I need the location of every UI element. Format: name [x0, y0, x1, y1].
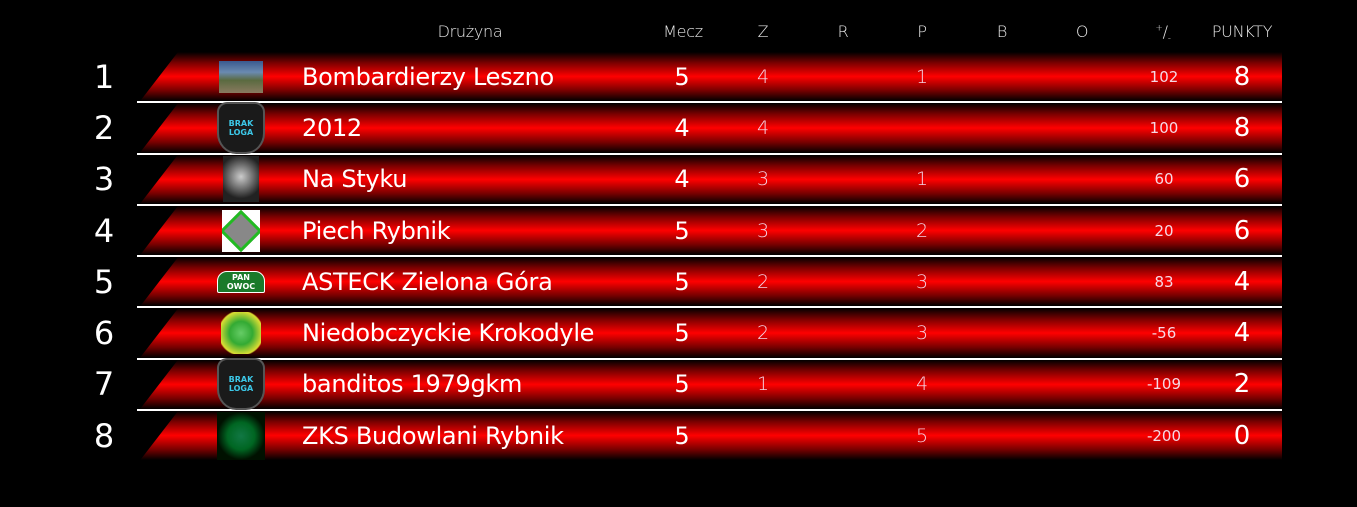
row-band: [140, 411, 1282, 461]
row-separator: [137, 152, 1282, 155]
team-name[interactable]: Piech Rybnik: [302, 216, 451, 245]
team-name[interactable]: Na Styku: [302, 165, 408, 194]
point-difference: 100: [1149, 118, 1179, 137]
team-logo-pan-owoc: PAN OWOC: [217, 260, 265, 304]
points: 8: [1233, 61, 1251, 92]
losses: 1: [915, 65, 929, 88]
matches-played: 5: [674, 62, 690, 91]
wins: 4: [756, 65, 770, 88]
header-r: R: [837, 22, 849, 41]
header-o: O: [1075, 22, 1089, 41]
row-separator: [137, 101, 1282, 104]
row-band: [140, 52, 1282, 102]
matches-played: 5: [674, 370, 690, 399]
row-band: [140, 359, 1282, 410]
team-name[interactable]: 2012: [302, 113, 362, 142]
team-name[interactable]: banditos 1979gkm: [302, 370, 523, 399]
table-row[interactable]: 1 Bombardierzy Leszno 5 4 1 102 8: [0, 52, 1357, 104]
rank: 7: [93, 365, 115, 404]
points: 6: [1233, 215, 1251, 246]
points: 2: [1233, 369, 1251, 400]
team-logo-brak-loga-shield: BRAK LOGA: [217, 358, 265, 411]
team-name[interactable]: Bombardierzy Leszno: [302, 62, 554, 91]
wins: 2: [756, 270, 770, 293]
rank: 4: [93, 211, 115, 250]
header-diff: +/-: [1155, 22, 1171, 45]
point-difference: -200: [1146, 426, 1182, 445]
header-team: Drużyna: [437, 22, 503, 41]
matches-played: 5: [674, 216, 690, 245]
losses: 1: [915, 168, 929, 191]
losses: 3: [915, 322, 929, 345]
point-difference: 83: [1154, 272, 1174, 291]
wins: 4: [756, 116, 770, 139]
standings-table: 1 Bombardierzy Leszno 5 4 1 102 8 2 BRAK…: [0, 52, 1357, 462]
team-name[interactable]: ZKS Budowlani Rybnik: [302, 421, 564, 450]
row-separator: [137, 409, 1282, 412]
row-band: [140, 205, 1282, 256]
table-row[interactable]: 8 ZKS Budowlani Rybnik 5 5 -200 0: [0, 411, 1357, 462]
matches-played: 5: [674, 267, 690, 296]
team-name[interactable]: Niedobczyckie Krokodyle: [302, 319, 595, 348]
row-separator: [137, 357, 1282, 360]
row-separator: [137, 306, 1282, 309]
row-band: [140, 308, 1282, 358]
header-points: PUNKTY: [1211, 22, 1273, 41]
wins: 3: [756, 168, 770, 191]
rank: 2: [93, 108, 115, 147]
table-row[interactable]: 2 BRAK LOGA 2012 4 4 100 8: [0, 101, 1357, 155]
table-row[interactable]: 6 Niedobczyckie Krokodyle 5 2 3 -56 4: [0, 308, 1357, 360]
losses: 5: [915, 424, 929, 447]
points: 6: [1233, 164, 1251, 195]
row-band: [140, 257, 1282, 307]
points: 4: [1233, 318, 1251, 349]
losses: 2: [915, 219, 929, 242]
wins: 2: [756, 322, 770, 345]
matches-played: 4: [674, 165, 690, 194]
point-difference: -56: [1151, 324, 1177, 343]
header-b: B: [996, 22, 1008, 41]
wins: 3: [756, 219, 770, 242]
points: 0: [1233, 420, 1251, 451]
row-separator: [137, 203, 1282, 206]
rank: 6: [93, 314, 115, 353]
point-difference: 20: [1154, 221, 1174, 240]
point-difference: 60: [1154, 170, 1174, 189]
rank: 8: [93, 416, 115, 455]
team-logo-green-emblem: [217, 411, 265, 460]
point-difference: 102: [1149, 67, 1179, 86]
team-logo-brak-loga-shield: BRAK LOGA: [217, 101, 265, 154]
matches-played: 4: [674, 113, 690, 142]
matches-played: 5: [674, 319, 690, 348]
header-z: Z: [757, 22, 769, 41]
matches-played: 5: [674, 421, 690, 450]
header-p: P: [917, 22, 927, 41]
table-row[interactable]: 7 BRAK LOGA banditos 1979gkm 5 1 4 -109 2: [0, 358, 1357, 412]
team-logo-crocodile: [221, 312, 261, 355]
rank: 1: [93, 57, 115, 96]
losses: 3: [915, 270, 929, 293]
points: 8: [1233, 112, 1251, 143]
table-row[interactable]: 3 Na Styku 4 3 1 60 6: [0, 154, 1357, 206]
row-band: [140, 154, 1282, 204]
table-row[interactable]: 4 Piech Rybnik 5 3 2 20 6: [0, 205, 1357, 258]
header-mecz: Mecz: [663, 22, 703, 41]
rank: 3: [93, 160, 115, 199]
rank: 5: [93, 262, 115, 301]
row-band: [140, 103, 1282, 153]
point-difference: -109: [1146, 375, 1182, 394]
losses: 4: [915, 373, 929, 396]
shark-icon: [222, 209, 260, 252]
team-logo-skull: [223, 156, 259, 203]
team-logo-speedway-rider-photo: [219, 60, 263, 93]
team-logo-shark-diamond: [222, 209, 260, 252]
team-name[interactable]: ASTECK Zielona Góra: [302, 267, 553, 296]
table-row[interactable]: 5 PAN OWOC ASTECK Zielona Góra 5 2 3 83 …: [0, 257, 1357, 309]
points: 4: [1233, 266, 1251, 297]
wins: 1: [756, 373, 770, 396]
row-separator: [137, 255, 1282, 258]
